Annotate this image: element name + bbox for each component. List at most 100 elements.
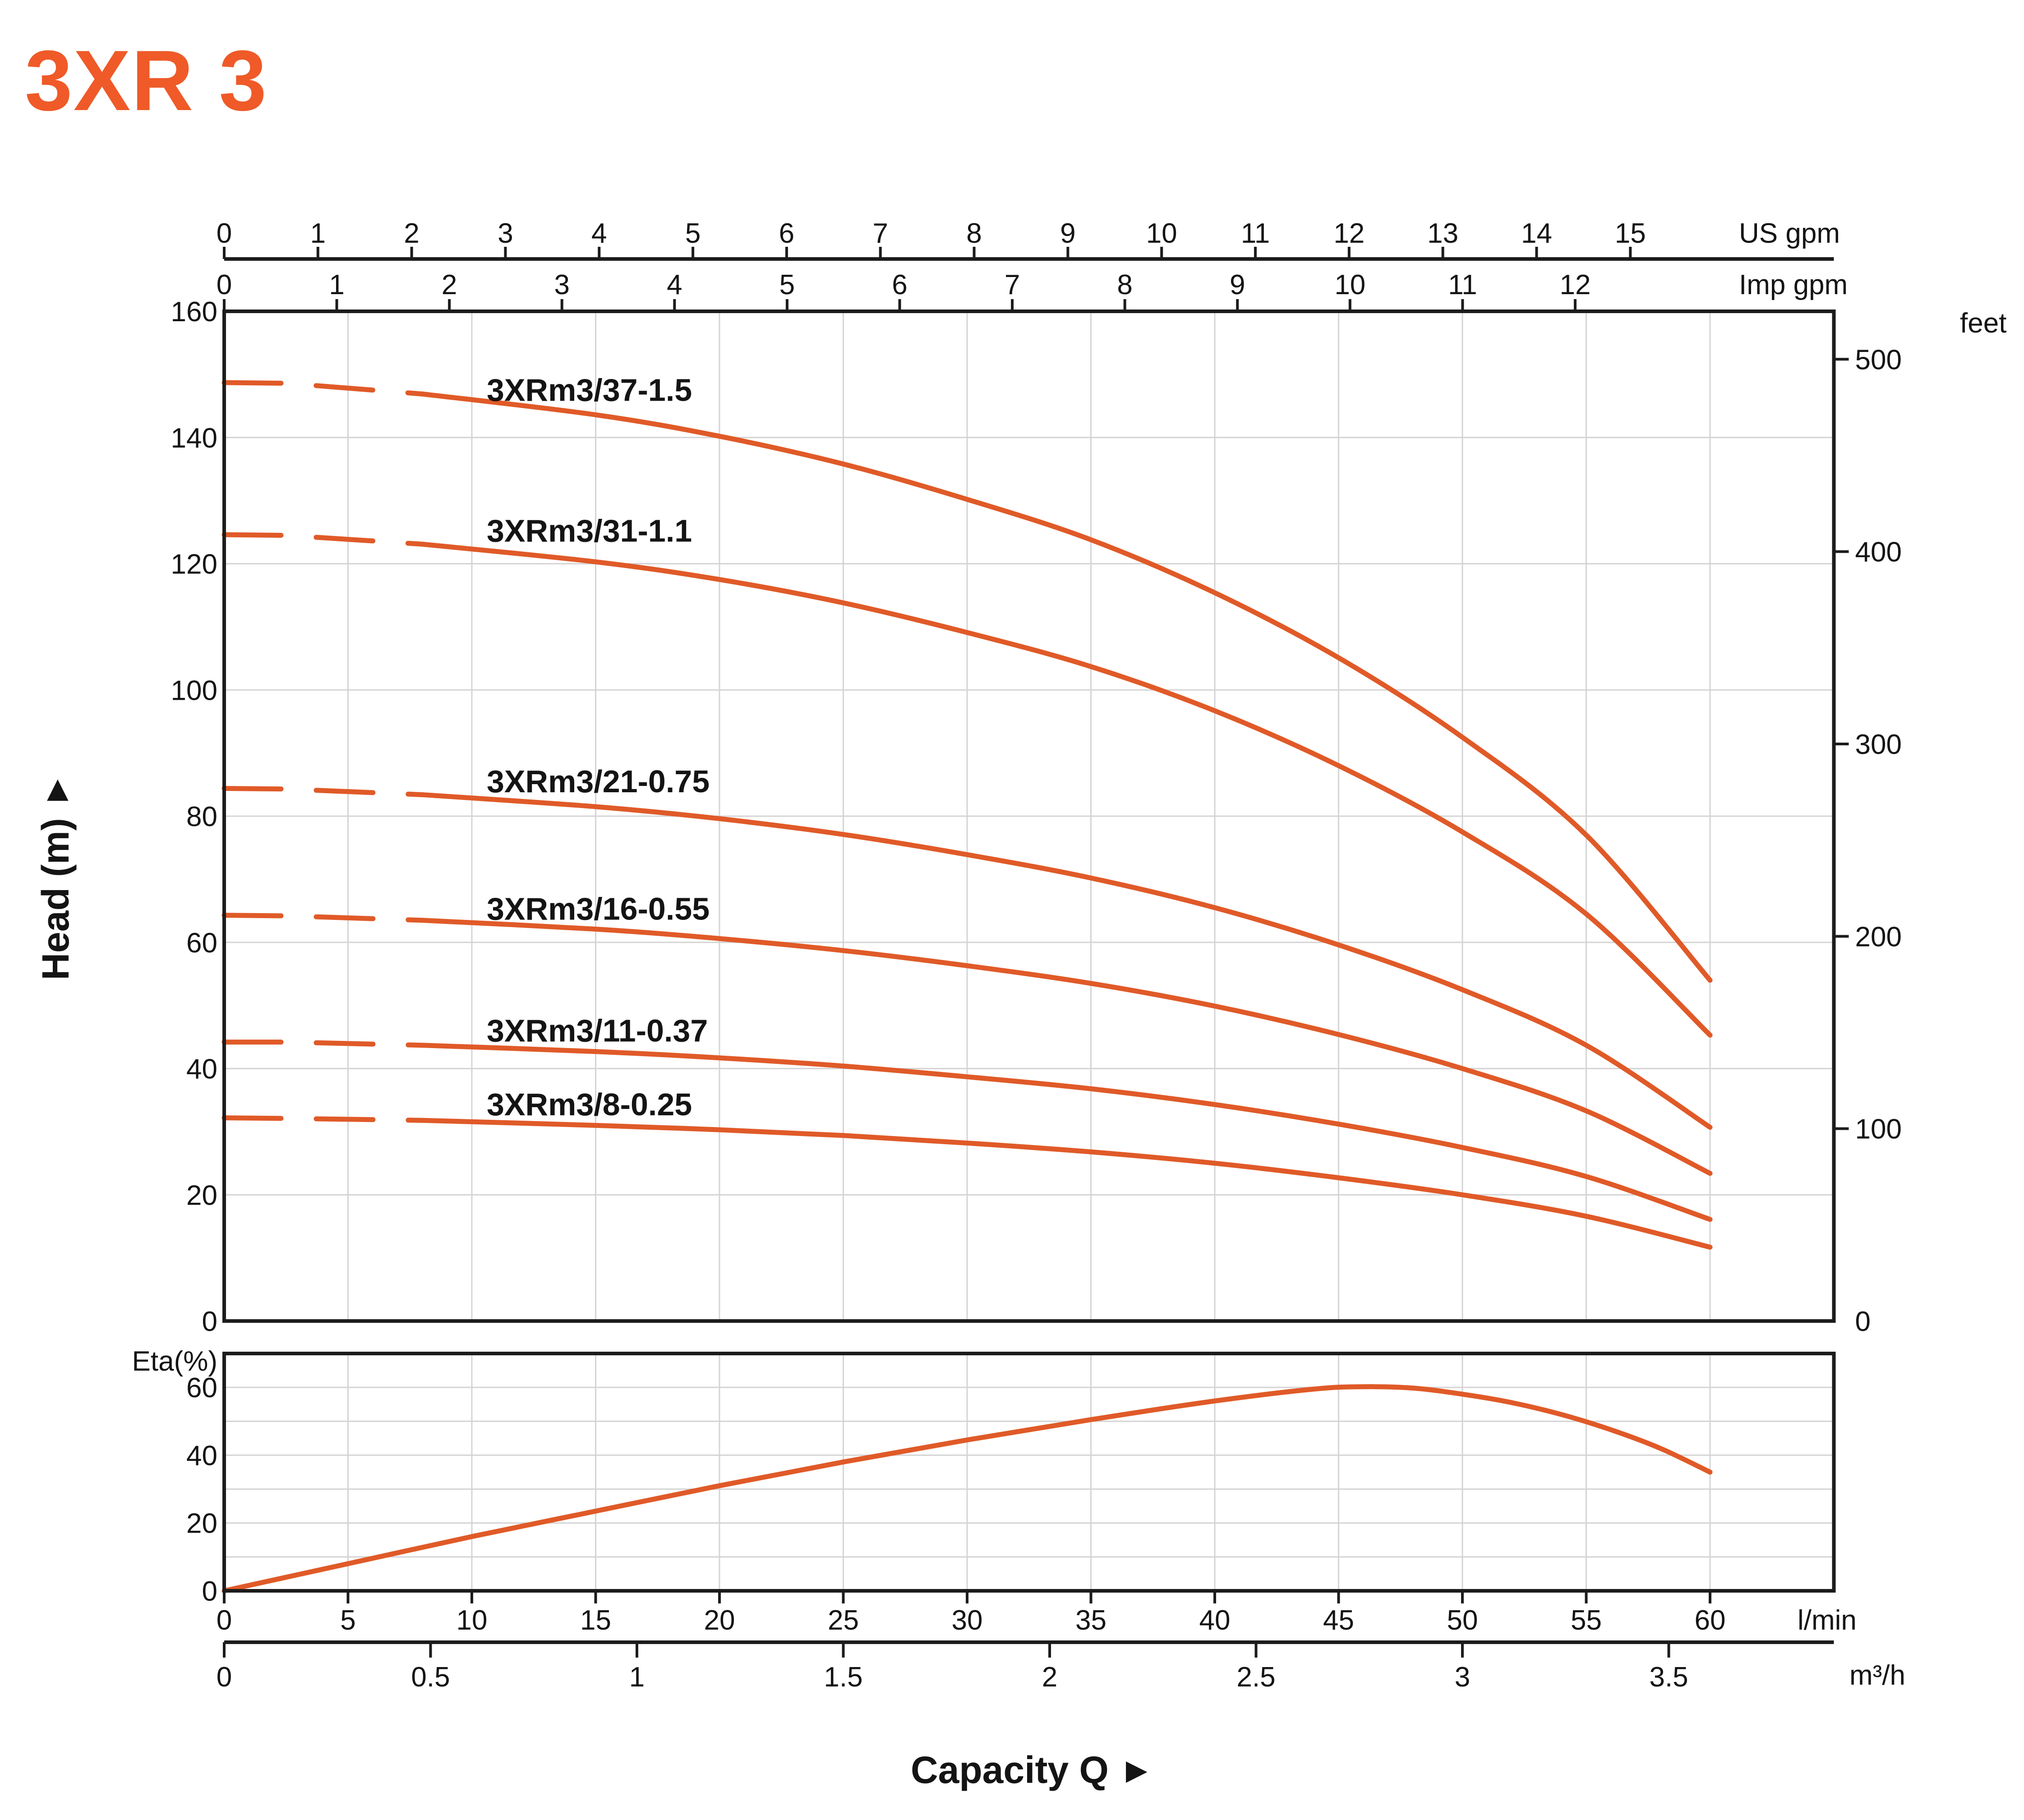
us-gpm-tick-label: 0 (217, 218, 232, 249)
head-arrow-icon: ▶ (40, 779, 71, 801)
eta-tick-label: 60 (186, 1372, 217, 1404)
eta-tick-label: 20 (186, 1508, 217, 1539)
feet-unit-label: feet (1960, 308, 2006, 339)
imp-gpm-tick-label: 1 (329, 269, 344, 300)
head-curve-dashed-3XRm3/11-0.37 (221, 1039, 425, 1048)
us-gpm-tick-label: 10 (1146, 218, 1177, 249)
head-axis-title: Head (m)▶ (34, 779, 77, 980)
lmin-tick-label: 15 (580, 1605, 611, 1636)
us-gpm-tick-label: 6 (779, 218, 794, 249)
imp-gpm-tick-label: 12 (1559, 269, 1591, 300)
m3h-tick-label: 3 (1455, 1662, 1470, 1693)
m3h-tick-label: 0.5 (411, 1662, 450, 1693)
lmin-tick-label: 50 (1447, 1605, 1478, 1636)
imp-gpm-tick-label: 8 (1117, 269, 1132, 300)
us-gpm-tick-label: 13 (1427, 218, 1458, 249)
us-gpm-tick-label: 4 (591, 218, 607, 249)
curve-label-3XRm3/11-0.37: 3XRm3/11-0.37 (487, 1013, 708, 1048)
head-curve-3XRm3/37-1.5 (420, 391, 1713, 983)
curve-label-3XRm3/8-0.25: 3XRm3/8-0.25 (487, 1087, 692, 1122)
lmin-tick-label: 40 (1199, 1605, 1231, 1636)
imp-gpm-unit-label: Imp gpm (1739, 269, 1848, 300)
head-tick-label: 40 (186, 1054, 217, 1085)
us-gpm-tick-label: 14 (1521, 218, 1552, 249)
head-curve-3XRm3/21-0.75 (420, 792, 1713, 1130)
feet-tick-label: 0 (1855, 1306, 1871, 1337)
lmin-tick-label: 20 (704, 1605, 735, 1636)
head-curve-dashed-3XRm3/21-0.75 (221, 785, 425, 797)
feet-tick-label: 100 (1855, 1114, 1902, 1145)
imp-gpm-tick-label: 3 (554, 269, 570, 300)
eta-tick-label: 40 (186, 1440, 217, 1471)
imp-gpm-tick-label: 2 (442, 269, 457, 300)
m3h-tick-label: 2.5 (1236, 1662, 1275, 1693)
m3h-tick-label: 1.5 (824, 1662, 862, 1693)
head-tick-label: 80 (186, 801, 217, 832)
lmin-unit-label: l/min (1798, 1605, 1857, 1636)
head-curve-3XRm3/11-0.37 (420, 1043, 1713, 1222)
imp-gpm-tick-label: 7 (1005, 269, 1020, 300)
us-gpm-tick-label: 8 (966, 218, 982, 249)
imp-gpm-tick-label: 5 (779, 269, 795, 300)
head-tick-label: 100 (171, 675, 217, 706)
imp-gpm-tick-label: 4 (667, 269, 682, 300)
us-gpm-tick-label: 12 (1333, 218, 1365, 249)
lmin-tick-label: 55 (1571, 1605, 1602, 1636)
head-tick-label: 140 (171, 423, 217, 454)
head-curve-dashed-3XRm3/31-1.1 (221, 532, 425, 547)
m3h-tick-label: 0 (217, 1662, 232, 1693)
head-tick-label: 160 (171, 296, 217, 328)
head-curve-dashed-3XRm3/8-0.25 (221, 1115, 425, 1123)
head-curve-dashed-3XRm3/37-1.5 (221, 380, 425, 397)
us-gpm-tick-label: 1 (310, 218, 326, 249)
imp-gpm-tick-label: 6 (892, 269, 907, 300)
us-gpm-tick-label: 15 (1615, 218, 1646, 249)
lmin-tick-label: 45 (1323, 1605, 1354, 1636)
lmin-tick-label: 35 (1075, 1605, 1107, 1636)
lmin-tick-label: 60 (1695, 1605, 1726, 1636)
imp-gpm-tick-label: 9 (1230, 269, 1245, 300)
head-curve-3XRm3/8-0.25 (420, 1118, 1713, 1250)
feet-tick-label: 400 (1855, 537, 1902, 568)
us-gpm-tick-label: 2 (404, 218, 419, 249)
lmin-tick-label: 30 (952, 1605, 983, 1636)
feet-tick-label: 300 (1855, 729, 1902, 760)
eta-panel-border (222, 1352, 1836, 1593)
us-gpm-tick-label: 11 (1241, 218, 1270, 249)
head-panel-border (222, 309, 1836, 1323)
eta-tick-label: 0 (202, 1576, 217, 1607)
head-curve-3XRm3/31-1.1 (420, 541, 1713, 1038)
m3h-tick-label: 3.5 (1649, 1662, 1688, 1693)
us-gpm-tick-label: 5 (685, 218, 701, 249)
us-gpm-tick-label: 7 (872, 218, 888, 249)
curve-label-3XRm3/21-0.75: 3XRm3/21-0.75 (487, 764, 710, 799)
us-gpm-unit-label: US gpm (1739, 218, 1840, 249)
curve-label-3XRm3/16-0.55: 3XRm3/16-0.55 (487, 891, 710, 926)
imp-gpm-tick-label: 11 (1448, 269, 1477, 300)
eta-axis-label: Eta(%) (132, 1346, 217, 1377)
lmin-tick-label: 0 (217, 1605, 232, 1636)
capacity-arrow-icon: ▶ (1126, 1755, 1148, 1786)
head-tick-label: 60 (186, 928, 217, 959)
curve-label-3XRm3/37-1.5: 3XRm3/37-1.5 (487, 373, 692, 408)
lmin-tick-label: 10 (456, 1605, 488, 1636)
lmin-tick-label: 25 (828, 1605, 859, 1636)
capacity-axis-title: Capacity Q ▶ (911, 1749, 1148, 1791)
page-title: 3XR 3 (25, 33, 268, 129)
feet-tick-label: 500 (1855, 344, 1902, 375)
imp-gpm-tick-label: 10 (1334, 269, 1365, 300)
us-gpm-tick-label: 9 (1060, 218, 1075, 249)
m3h-unit-label: m³/h (1849, 1660, 1905, 1691)
head-curve-3XRm3/16-0.55 (420, 918, 1713, 1176)
us-gpm-tick-label: 3 (498, 218, 513, 249)
head-tick-label: 0 (202, 1306, 217, 1337)
head-tick-label: 120 (171, 549, 217, 580)
m3h-tick-label: 1 (629, 1662, 645, 1693)
head-curve-dashed-3XRm3/16-0.55 (221, 913, 425, 923)
feet-tick-label: 200 (1855, 921, 1902, 952)
m3h-tick-label: 2 (1042, 1662, 1057, 1693)
imp-gpm-tick-label: 0 (217, 269, 232, 300)
curve-label-3XRm3/31-1.1: 3XRm3/31-1.1 (487, 513, 692, 549)
